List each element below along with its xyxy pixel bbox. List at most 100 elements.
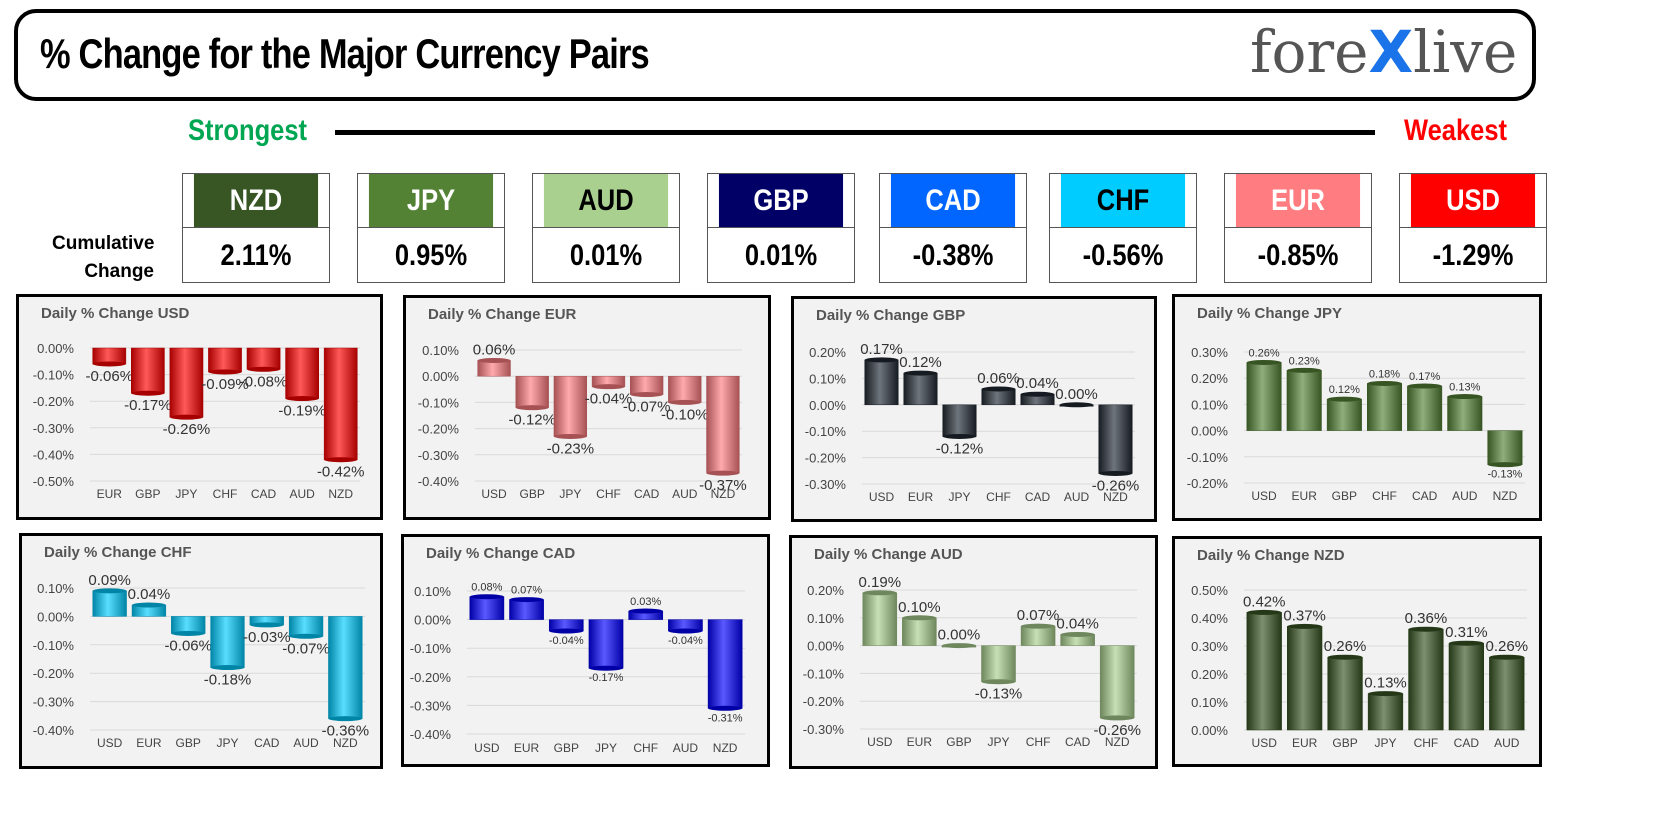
bar-cap [592,384,625,390]
y-tick-label: -0.10% [1187,450,1229,465]
x-tick-label: GBP [1332,736,1357,750]
x-tick-label: JPY [595,741,617,755]
data-label: -0.07% [623,399,671,416]
x-tick-label: CAD [1065,735,1091,749]
logo-text-fore: fore [1250,18,1369,86]
bar-cap [553,433,587,439]
bar-cap [903,370,938,376]
bar-cap [1246,609,1282,615]
chart-panel-eur: 0.10% 0.00% -0.10% -0.20% -0.30% -0.40% 0.06% U… [403,295,771,520]
bar-cap [1059,402,1094,408]
currency-name: CAD [890,174,1016,227]
x-tick-label: JPY [1374,736,1396,750]
currency-box-jpy: JPY 0.95% [357,173,505,283]
y-tick-label: 0.00% [807,639,844,654]
x-tick-label: EUR [97,487,123,501]
y-tick-label: -0.20% [418,422,460,437]
bar-chart: 0.00% -0.10% -0.20% -0.30% -0.40% -0.50% -0.06… [19,297,380,517]
data-label: 0.07% [1017,607,1060,624]
data-label: 0.09% [88,572,131,589]
chart-panel-nzd: 0.50% 0.40% 0.30% 0.20% 0.10% 0.00% 0.42% USD 0.… [1172,536,1542,767]
y-tick-label: -0.10% [33,368,75,383]
bar-cap [1020,391,1055,397]
strength-scale-line [335,130,1375,135]
x-tick-label: AUD [293,736,319,750]
y-tick-label: -0.30% [33,695,75,710]
currency-name: NZD [193,174,319,227]
x-tick-label: NZD [711,487,736,501]
y-tick-label: 0.10% [807,611,844,626]
currency-name: USD [1410,174,1536,227]
y-tick-label: 0.30% [1191,639,1228,654]
bar-cap [628,608,663,614]
bar [131,347,165,394]
y-tick-label: -0.20% [33,666,75,681]
bar-cap [169,414,204,420]
data-label: -0.04% [668,635,703,647]
bar [208,347,242,373]
chart-title: Daily % Change EUR [428,306,577,323]
bar-cap [1286,367,1322,373]
currency-box-divider [1225,227,1371,228]
bar-cap [981,386,1016,392]
data-label: -0.36% [322,723,370,740]
x-tick-label: NZD [1103,490,1128,504]
bar-cap [1327,396,1362,402]
bar-cap [285,396,319,402]
data-label: 0.07% [511,585,542,597]
data-label: -0.09% [201,376,249,393]
x-tick-label: GBP [554,741,579,755]
bar-cap [1287,623,1323,629]
currency-name: JPY [368,174,494,227]
y-tick-label: -0.30% [805,477,847,492]
y-tick-label: -0.40% [33,447,75,462]
bar [1408,628,1444,731]
chart-title: Daily % Change AUD [814,546,963,563]
x-tick-label: EUR [1292,736,1318,750]
bar-cap [1098,470,1133,476]
forexlive-logo: foreXlive [1250,18,1517,86]
bar-cap [588,665,624,671]
y-tick-label: 0.00% [37,609,74,624]
bar-cap [509,597,544,603]
x-tick-label: JPY [559,487,581,501]
bar-cap [171,630,206,636]
chart-title: Daily % Change USD [41,305,190,322]
bar-chart: 0.20% 0.10% 0.00% -0.10% -0.20% -0.30% 0.17% US… [794,299,1154,519]
bar [1326,398,1362,431]
y-tick-label: -0.10% [803,666,845,681]
y-tick-label: -0.20% [410,670,452,685]
data-label: 0.26% [1324,638,1367,655]
bar-chart: 0.10% 0.00% -0.10% -0.20% -0.30% -0.40% 0.09% U… [22,536,380,766]
data-label: -0.37% [699,477,747,494]
bar [1020,625,1056,646]
cumulative-change-value: -1.29% [1432,238,1514,272]
bar-cap [864,357,899,363]
bar-cap [1407,383,1442,389]
bar [171,616,206,634]
x-tick-label: CAD [634,487,660,501]
bar-cap [1327,654,1363,660]
cumulative-label-line1: Cumulative [52,233,155,254]
data-label: -0.03% [243,629,291,646]
y-tick-label: -0.10% [33,638,75,653]
bar-cap [1060,631,1095,637]
bar [509,599,544,620]
currency-box-aud: AUD 0.01% [532,173,680,283]
y-tick-label: 0.20% [809,345,846,360]
data-label: 0.00% [938,627,981,644]
currency-name: EUR [1235,174,1361,227]
bar-chart: 0.10% 0.00% -0.10% -0.20% -0.30% -0.40% 0.08% U… [404,537,767,764]
currency-name: AUD [543,174,669,227]
y-tick-label: 0.10% [809,371,846,386]
currency-box-divider [1400,227,1546,228]
bar-cap [1489,654,1525,660]
x-tick-label: EUR [136,736,162,750]
data-label: 0.06% [473,341,516,358]
data-label: -0.04% [549,635,584,647]
bar [285,347,319,399]
x-tick-label: CHF [596,487,621,501]
chart-panel-cad: 0.10% 0.00% -0.10% -0.20% -0.30% -0.40% 0.08% U… [401,534,770,767]
cumulative-change-label: Cumulative Change [52,230,154,286]
chart-panel-jpy: 0.30% 0.20% 0.10% 0.00% -0.10% -0.20% 0.26% USD… [1172,294,1542,521]
